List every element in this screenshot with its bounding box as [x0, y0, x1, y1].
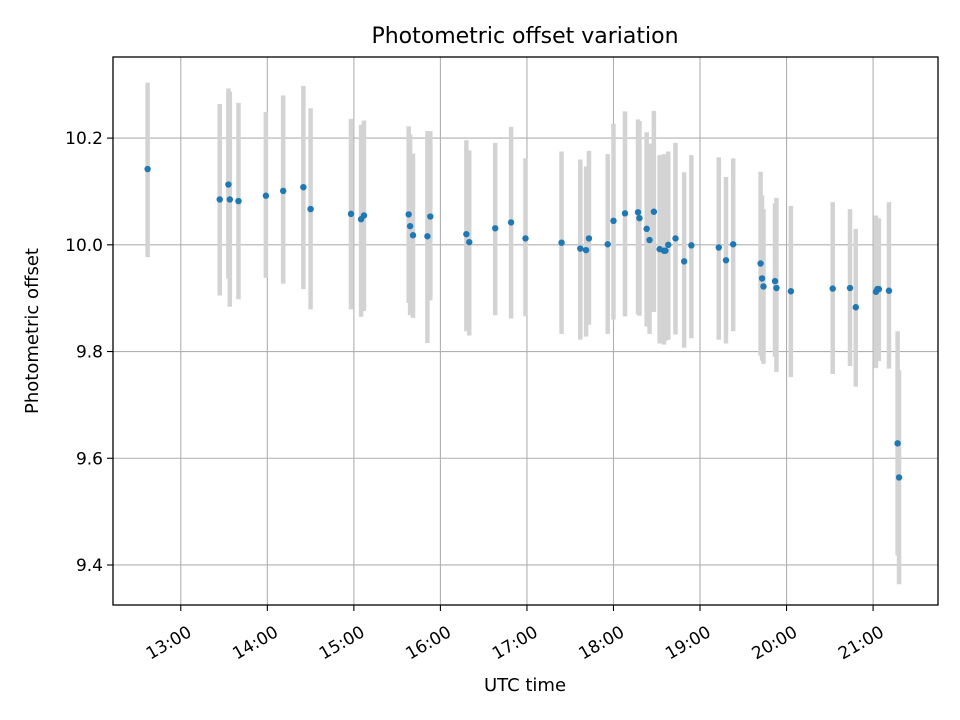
- y-tick-label: 9.4: [76, 556, 103, 576]
- data-point: [621, 210, 629, 217]
- data-point: [347, 210, 355, 218]
- y-axis: 9.4 9.6 9.8 10.0 10.2: [65, 129, 113, 576]
- data-point: [300, 183, 307, 191]
- data-point: [507, 219, 515, 226]
- y-tick-label: 10.0: [65, 236, 103, 256]
- data-point: [662, 247, 669, 254]
- data-point: [610, 217, 617, 225]
- data-point: [771, 277, 779, 285]
- x-tick-label: 20:00: [749, 622, 801, 664]
- data-point: [235, 197, 242, 205]
- data-point: [492, 225, 499, 232]
- data-point: [650, 208, 658, 215]
- data-point: [895, 474, 903, 481]
- x-tick-label: 18:00: [576, 622, 628, 664]
- data-point: [144, 165, 151, 173]
- data-point: [279, 187, 287, 195]
- data-point: [715, 244, 722, 251]
- x-tick-label: 17:00: [489, 622, 541, 664]
- x-tick-label: 16:00: [402, 622, 454, 664]
- data-point: [758, 275, 766, 282]
- data-point: [307, 205, 314, 213]
- x-axis: 13:00 14:00 15:00 16:00 17:00 18:00 19:00 20:00…: [143, 605, 888, 664]
- data-point: [585, 235, 593, 242]
- data-point: [406, 222, 414, 230]
- data-point: [885, 287, 893, 294]
- data-point: [582, 246, 590, 254]
- data-point: [757, 260, 764, 267]
- data-point: [894, 440, 901, 447]
- data-point: [225, 181, 232, 188]
- data-point: [852, 304, 859, 311]
- data-point: [427, 213, 434, 220]
- data-point: [634, 209, 642, 216]
- x-tick-label: 15:00: [316, 622, 368, 664]
- data-point: [722, 257, 730, 264]
- data-points: [144, 165, 903, 481]
- data-point: [729, 241, 737, 248]
- data-point: [665, 241, 672, 249]
- data-point: [636, 214, 643, 222]
- data-point: [424, 233, 431, 240]
- data-point: [646, 236, 653, 244]
- data-point: [672, 235, 679, 242]
- data-point: [829, 285, 836, 292]
- plot-frame: [112, 56, 939, 606]
- data-point: [360, 212, 368, 219]
- data-point: [787, 288, 795, 295]
- x-axis-label: UTC time: [484, 675, 566, 696]
- data-point: [522, 235, 529, 242]
- y-tick-label: 9.8: [76, 343, 103, 363]
- y-axis-label: Photometric offset: [22, 248, 43, 414]
- chart-title: Photometric offset variation: [371, 24, 678, 49]
- data-point: [463, 230, 470, 238]
- data-point: [466, 238, 473, 246]
- data-point: [405, 211, 412, 218]
- data-point: [216, 196, 223, 203]
- y-tick-label: 10.2: [65, 129, 103, 149]
- data-point: [409, 232, 417, 239]
- data-point: [760, 283, 767, 290]
- data-point: [226, 196, 234, 203]
- x-tick-label: 14:00: [229, 622, 281, 664]
- x-tick-label: 13:00: [143, 622, 195, 664]
- data-point: [558, 239, 565, 246]
- data-point: [875, 285, 883, 293]
- data-point: [577, 245, 584, 252]
- x-tick-label: 21:00: [835, 622, 887, 664]
- y-tick-label: 9.6: [76, 449, 103, 469]
- data-point: [680, 258, 688, 265]
- data-point: [604, 241, 611, 248]
- data-point: [643, 225, 650, 233]
- data-point: [846, 284, 854, 292]
- data-point: [688, 242, 695, 249]
- data-point: [773, 284, 780, 292]
- x-tick-label: 19:00: [662, 622, 714, 664]
- data-point: [262, 192, 270, 199]
